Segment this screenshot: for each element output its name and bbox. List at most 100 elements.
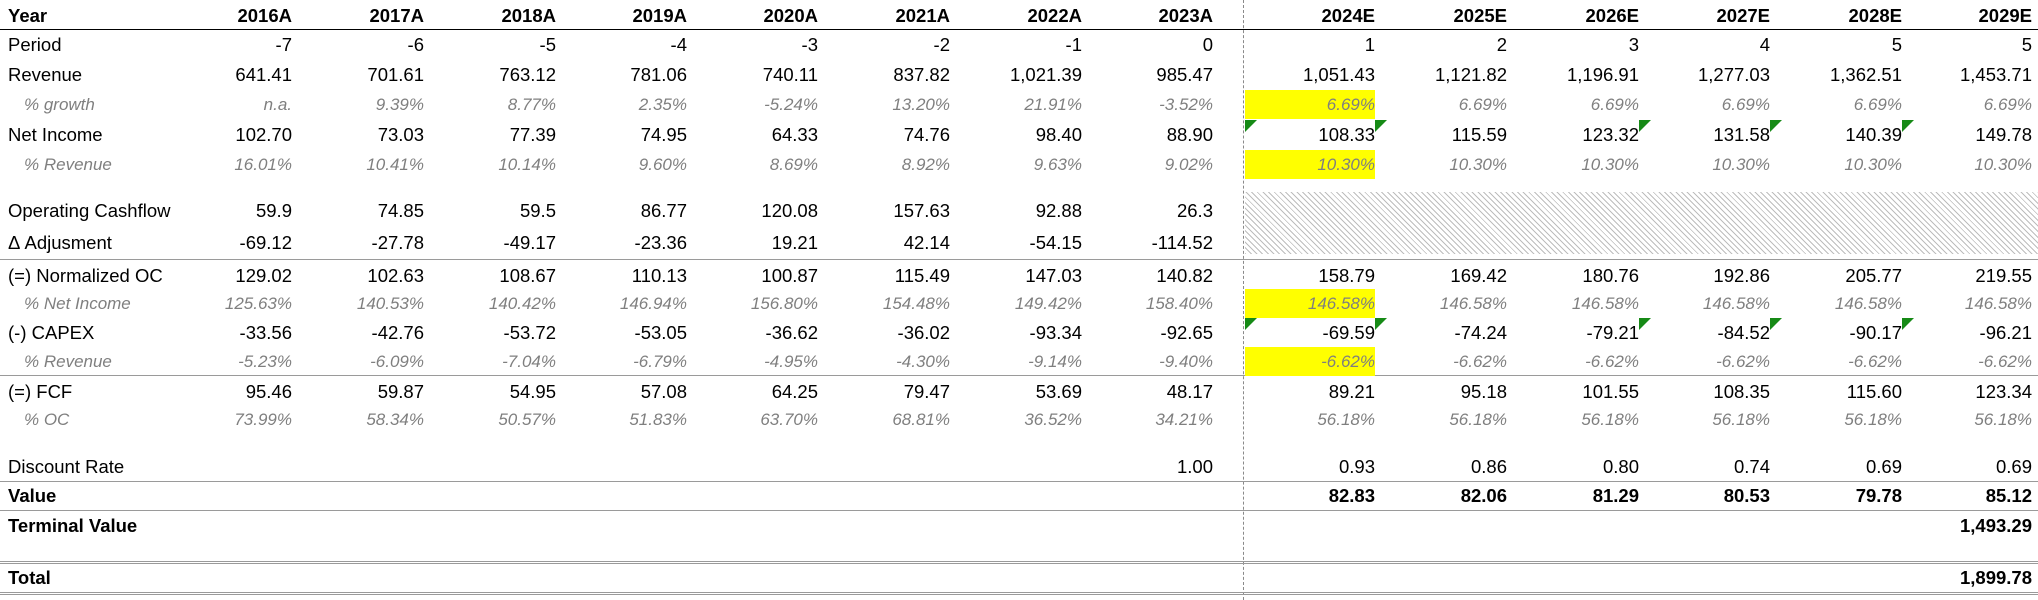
- value-cell[interactable]: -6: [407, 34, 424, 55]
- comment-flag-icon[interactable]: [1245, 120, 1257, 132]
- value-cell[interactable]: 9.39%: [375, 95, 424, 114]
- value-cell[interactable]: 102.63: [367, 265, 424, 286]
- value-cell[interactable]: 56.18%: [1712, 410, 1770, 429]
- value-cell[interactable]: 641.41: [235, 64, 292, 85]
- value-cell[interactable]: -36.62: [765, 322, 818, 343]
- value-cell[interactable]: 2028E: [1848, 5, 1903, 26]
- value-cell[interactable]: -69.59: [1322, 322, 1375, 343]
- value-cell[interactable]: 8.69%: [769, 155, 818, 174]
- value-cell[interactable]: -96.21: [1979, 322, 2032, 343]
- value-cell[interactable]: 34.21%: [1155, 410, 1213, 429]
- value-cell[interactable]: 9.63%: [1033, 155, 1082, 174]
- value-cell[interactable]: 58.34%: [366, 410, 424, 429]
- value-cell[interactable]: 4: [1759, 34, 1770, 55]
- value-cell[interactable]: [962, 481, 1082, 510]
- value-cell[interactable]: 6.69%: [1853, 95, 1902, 114]
- input-cell[interactable]: -6.62%: [1245, 347, 1375, 376]
- value-cell[interactable]: [567, 511, 687, 540]
- value-cell[interactable]: 42.14: [903, 232, 950, 253]
- value-cell[interactable]: 92.88: [1035, 200, 1082, 221]
- value-cell[interactable]: 2027E: [1716, 5, 1771, 26]
- value-cell[interactable]: -2: [933, 34, 950, 55]
- value-cell[interactable]: 102.70: [235, 124, 292, 145]
- value-cell[interactable]: [1782, 511, 1902, 540]
- value-cell[interactable]: 2025E: [1453, 5, 1508, 26]
- value-cell[interactable]: 110.13: [631, 265, 687, 286]
- value-cell[interactable]: 146.58%: [1571, 294, 1639, 313]
- value-cell[interactable]: 77.39: [509, 124, 556, 145]
- value-cell[interactable]: 8.92%: [901, 155, 950, 174]
- value-cell[interactable]: 74.85: [377, 200, 424, 221]
- value-cell[interactable]: 36.52%: [1024, 410, 1082, 429]
- value-cell[interactable]: 219.55: [1975, 265, 2032, 286]
- value-cell[interactable]: 146.58%: [1702, 294, 1770, 313]
- value-cell[interactable]: [567, 452, 687, 481]
- value-cell[interactable]: 9.02%: [1164, 155, 1213, 174]
- value-cell[interactable]: [830, 481, 950, 510]
- value-cell[interactable]: 10.41%: [366, 155, 424, 174]
- value-cell[interactable]: 2022A: [1027, 5, 1082, 26]
- value-cell[interactable]: 129.02: [235, 265, 292, 286]
- value-cell[interactable]: 79.78: [1855, 485, 1902, 506]
- value-cell[interactable]: 115.49: [894, 265, 950, 286]
- value-cell[interactable]: 56.18%: [1844, 410, 1902, 429]
- value-cell[interactable]: 53.69: [1035, 381, 1082, 402]
- value-cell[interactable]: 64.25: [771, 381, 818, 402]
- value-cell[interactable]: 140.39: [1845, 124, 1902, 145]
- value-cell[interactable]: 0: [1202, 34, 1213, 55]
- value-cell[interactable]: 1.00: [1176, 456, 1213, 477]
- value-cell[interactable]: 1,453.71: [1959, 64, 2032, 85]
- value-cell[interactable]: -4.30%: [896, 352, 950, 371]
- input-cell[interactable]: 10.30%: [1245, 150, 1375, 179]
- value-cell[interactable]: 16.01%: [234, 155, 292, 174]
- value-cell[interactable]: -6.79%: [633, 352, 687, 371]
- value-cell[interactable]: 9.60%: [638, 155, 687, 174]
- value-cell[interactable]: -5: [539, 34, 556, 55]
- value-cell[interactable]: 10.30%: [1974, 155, 2032, 174]
- value-cell[interactable]: [1093, 563, 1213, 592]
- value-cell[interactable]: 3: [1628, 34, 1639, 55]
- value-cell[interactable]: -5.23%: [238, 352, 292, 371]
- value-cell[interactable]: [1519, 563, 1639, 592]
- value-cell[interactable]: 63.70%: [760, 410, 818, 429]
- value-cell[interactable]: 2029E: [1978, 5, 2033, 26]
- value-cell[interactable]: 95.46: [245, 381, 292, 402]
- value-cell[interactable]: 74.95: [640, 124, 687, 145]
- value-cell[interactable]: -33.56: [239, 322, 292, 343]
- value-cell[interactable]: 56.18%: [1317, 410, 1375, 429]
- comment-flag-icon[interactable]: [1902, 318, 1914, 330]
- value-cell[interactable]: 2019A: [632, 5, 687, 26]
- value-cell[interactable]: 2016A: [237, 5, 292, 26]
- value-cell[interactable]: 10.30%: [1712, 155, 1770, 174]
- value-cell[interactable]: 5: [1891, 34, 1902, 55]
- value-cell[interactable]: 1,121.82: [1434, 64, 1507, 85]
- value-cell[interactable]: [830, 452, 950, 481]
- value-cell[interactable]: 2.35%: [638, 95, 687, 114]
- value-cell[interactable]: -6.62%: [1716, 352, 1770, 371]
- value-cell[interactable]: -27.78: [371, 232, 424, 253]
- value-cell[interactable]: -7.04%: [502, 352, 556, 371]
- input-cell[interactable]: 6.69%: [1245, 90, 1375, 119]
- value-cell[interactable]: [304, 563, 424, 592]
- value-cell[interactable]: [567, 481, 687, 510]
- value-cell[interactable]: 19.21: [771, 232, 818, 253]
- value-cell[interactable]: -7: [275, 34, 292, 55]
- value-cell[interactable]: -53.05: [634, 322, 687, 343]
- value-cell[interactable]: 85.12: [1985, 485, 2032, 506]
- value-cell[interactable]: 2017A: [369, 5, 424, 26]
- value-cell[interactable]: 158.40%: [1145, 294, 1213, 313]
- value-cell[interactable]: [830, 563, 950, 592]
- value-cell[interactable]: 1,277.03: [1697, 64, 1770, 85]
- value-cell[interactable]: 131.58: [1713, 124, 1770, 145]
- value-cell[interactable]: 56.18%: [1449, 410, 1507, 429]
- value-cell[interactable]: -9.40%: [1159, 352, 1213, 371]
- value-cell[interactable]: 146.94%: [619, 294, 687, 313]
- value-cell[interactable]: -6.62%: [1848, 352, 1902, 371]
- value-cell[interactable]: 125.63%: [224, 294, 292, 313]
- value-cell[interactable]: [1387, 563, 1507, 592]
- value-cell[interactable]: 157.63: [893, 200, 950, 221]
- value-cell[interactable]: [962, 511, 1082, 540]
- value-cell[interactable]: -3.52%: [1159, 95, 1213, 114]
- value-cell[interactable]: 108.67: [499, 265, 556, 286]
- value-cell[interactable]: 140.53%: [356, 294, 424, 313]
